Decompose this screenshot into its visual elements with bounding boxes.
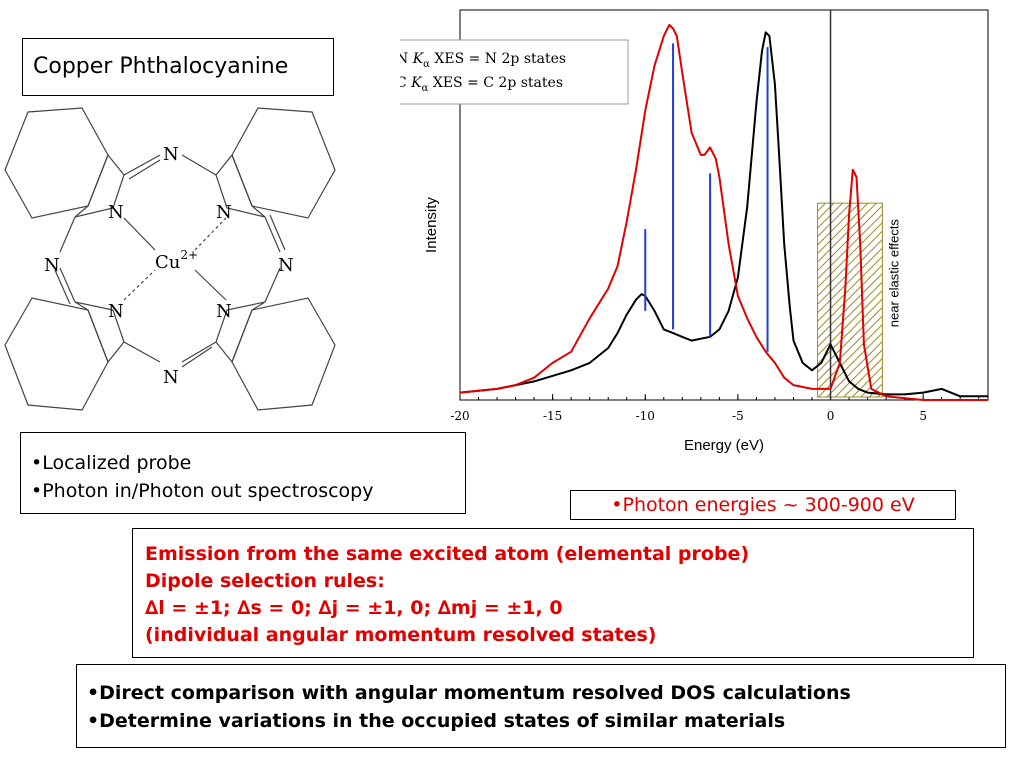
legend-n-alpha: α: [423, 59, 430, 70]
near-elastic-label: near elastic effects: [886, 219, 901, 328]
series-line-n-2p: [459, 31, 988, 398]
atom-n-top: N: [163, 144, 179, 165]
photon-energies-box: •Photon energies ~ 300-900 eV: [570, 490, 956, 520]
molecule-title: Copper Phthalocyanine: [22, 38, 334, 96]
summary-bullets-box: •Direct comparison with angular momentum…: [76, 664, 1006, 748]
x-tick-label: 5: [919, 409, 927, 423]
plot-frame: [459, 9, 989, 401]
legend-c-rest: XES = C 2p states: [428, 75, 563, 91]
x-tick-label: -10: [636, 409, 655, 423]
rules-line-deltas: ∆l = ±1; ∆s = 0; ∆j = ±1, 0; ∆mj = ±1, 0: [145, 597, 563, 619]
legend-frame: [400, 39, 629, 105]
legend-c-k: K: [410, 75, 423, 91]
near-elastic-hatch: [817, 202, 883, 398]
peak-markers: [644, 43, 769, 352]
series-line-c-2p: [459, 23, 988, 401]
x-axis-label: Energy (eV): [684, 437, 764, 454]
rules-line-angular: (individual angular momentum resolved st…: [145, 624, 657, 646]
x-tick-label: -20: [450, 409, 469, 423]
x-tick-label: -5: [732, 409, 744, 423]
selection-rules-box: Emission from the same excited atom (ele…: [132, 528, 974, 658]
atom-n-upper-left: N: [108, 202, 124, 223]
legend-c-alpha: α: [422, 83, 429, 94]
legend-n-element: N: [400, 51, 413, 67]
atom-n-left: N: [44, 255, 60, 276]
plot-border: [459, 9, 989, 401]
atom-n-lower-right: N: [216, 301, 232, 322]
atom-n-right: N: [278, 255, 294, 276]
atom-n-lower-left: N: [108, 301, 124, 322]
atom-cu-symbol: Cu: [155, 252, 180, 273]
rules-line-dipole: Dipole selection rules:: [145, 570, 385, 592]
legend-c-element: C: [400, 75, 411, 91]
x-tick-label: 0: [827, 409, 835, 423]
bullet-dos-comparison: •Direct comparison with angular momentum…: [87, 682, 851, 704]
legend-label-n: N Kα XES = N 2p states: [400, 51, 566, 70]
near-elastic-region: [817, 10, 883, 400]
legend-n-rest: XES = N 2p states: [430, 51, 566, 67]
bullet-photon-in-out: •Photon in/Photon out spectroscopy: [31, 480, 374, 502]
probe-bullets-box: •Localized probe •Photon in/Photon out s…: [20, 432, 466, 514]
phthalocyanine-structure-diagram: N N N N N Cu2+ N N N: [4, 107, 336, 411]
atom-cu: Cu2+: [155, 248, 198, 273]
atom-n-bottom: N: [163, 367, 179, 388]
atom-labels: N N N N N Cu2+ N N N: [44, 144, 294, 388]
atom-n-upper-right: N: [216, 202, 232, 223]
bullet-localized-probe: •Localized probe: [31, 452, 192, 474]
atom-cu-charge: 2+: [180, 248, 198, 262]
legend-n-k: K: [412, 51, 425, 67]
bullet-occupied-states: •Determine variations in the occupied st…: [87, 710, 786, 732]
structure-bonds: [4, 107, 336, 411]
spectrum-series: [459, 23, 988, 401]
x-tick-label: -15: [543, 409, 562, 423]
legend-label-c: C Kα XES = C 2p states: [400, 75, 563, 94]
chart-legend: N Kα XES = N 2p states C Kα XES = C 2p s…: [400, 39, 629, 105]
rules-line-emission: Emission from the same excited atom (ele…: [145, 543, 750, 565]
y-axis-label: Intensity: [423, 197, 440, 253]
xes-spectrum-chart: -20 -15 -10 -5 0 5 Energy (eV) Intensity near…: [400, 9, 989, 454]
